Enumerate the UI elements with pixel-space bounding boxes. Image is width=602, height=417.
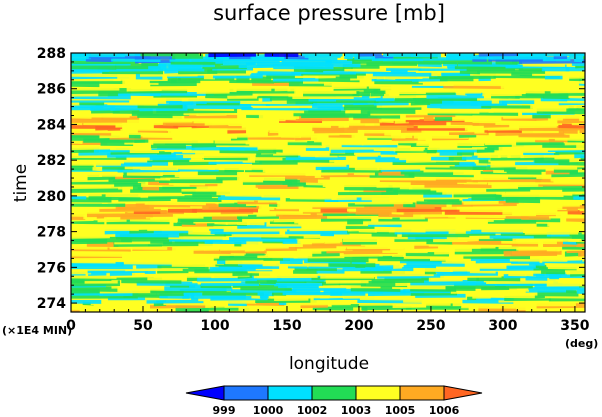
colorbar-swatch [355,385,401,401]
y-tick-label: 286 [37,82,66,98]
x-tick-label: 300 [488,318,517,334]
heatmap-streak [358,53,382,57]
heatmap-streak [431,71,443,77]
y-axis-label: time [11,164,31,202]
x-axis-unit: (deg) [565,337,598,350]
colorbar-swatch [223,385,269,401]
heatmap-streak [142,133,175,139]
colorbar-label: 1006 [429,404,460,417]
heatmap-streak [450,121,480,126]
colorbar-swatch [399,385,445,401]
colorbar-label: 1002 [297,404,328,417]
y-tick-label: 280 [37,189,66,205]
x-tick-label: 50 [133,318,153,334]
plot-frame [70,52,586,313]
colorbar-extend-low [185,385,225,401]
y-tick-label: 274 [37,296,66,312]
colorbar-label: 1000 [253,404,284,417]
heatmap-streak [71,195,87,200]
colorbar-label: 1005 [385,404,416,417]
heatmap-streak [478,53,521,57]
y-tick-label: 284 [37,117,66,133]
x-tick-label: 250 [416,318,445,334]
heatmap-streak [292,124,331,128]
colorbar-extend-high [443,385,483,401]
x-tick-label: 150 [272,318,301,334]
heatmap-streak [446,53,475,58]
x-tick-label: 100 [200,318,229,334]
heatmap-streak [79,102,105,106]
heatmap-streak [147,277,197,281]
heatmap-streak [301,53,343,57]
y-axis-unit: (×1E4 MIN) [2,324,72,337]
heatmap-streak [512,207,544,212]
y-tick-label: 282 [37,153,66,169]
heatmap-streak [71,53,125,58]
heatmap-field [71,53,585,312]
heatmap-streak [124,166,142,170]
heatmap-streak [248,188,296,192]
heatmap-streak [140,53,199,57]
x-tick-label: 350 [560,318,589,334]
colorbar-swatch [311,385,357,401]
colorbar: 999 1000 1002 1003 1005 1006 [185,385,483,417]
x-tick-label: 200 [344,318,373,334]
colorbar-swatch [267,385,313,401]
y-tick-label: 278 [37,225,66,241]
x-tick-label: 0 [66,318,76,334]
y-axis: 274 276 278 280 282 284 286 288 [37,46,585,312]
heatmap-streak [566,217,585,223]
heatmap-streak [410,53,441,58]
heatmap-streak [383,53,413,57]
heatmap-streak [518,53,585,57]
heatmap-streak [344,53,358,58]
x-axis: 0 50 100 150 200 250 300 350 [66,53,590,334]
heatmap-streak [471,109,494,113]
heatmap-streak [208,53,256,58]
colorbar-label: 1003 [341,404,372,417]
heatmap-streak [417,109,430,113]
heatmap-streak [379,119,394,123]
chart-title: surface pressure [mb] [213,1,445,25]
heatmap-streak [550,178,564,183]
heatmap-streak [327,215,393,220]
colorbar-label: 999 [213,404,236,417]
y-tick-label: 288 [37,46,66,62]
heatmap-streak [533,86,585,92]
y-tick-label: 276 [37,260,66,276]
heatmap-streak [347,207,358,212]
heatmap-streak [573,104,585,109]
heatmap-streak [323,81,357,87]
heatmap-streak [273,148,283,153]
heatmap-streak [196,185,265,190]
x-axis-label: longitude [289,354,369,374]
